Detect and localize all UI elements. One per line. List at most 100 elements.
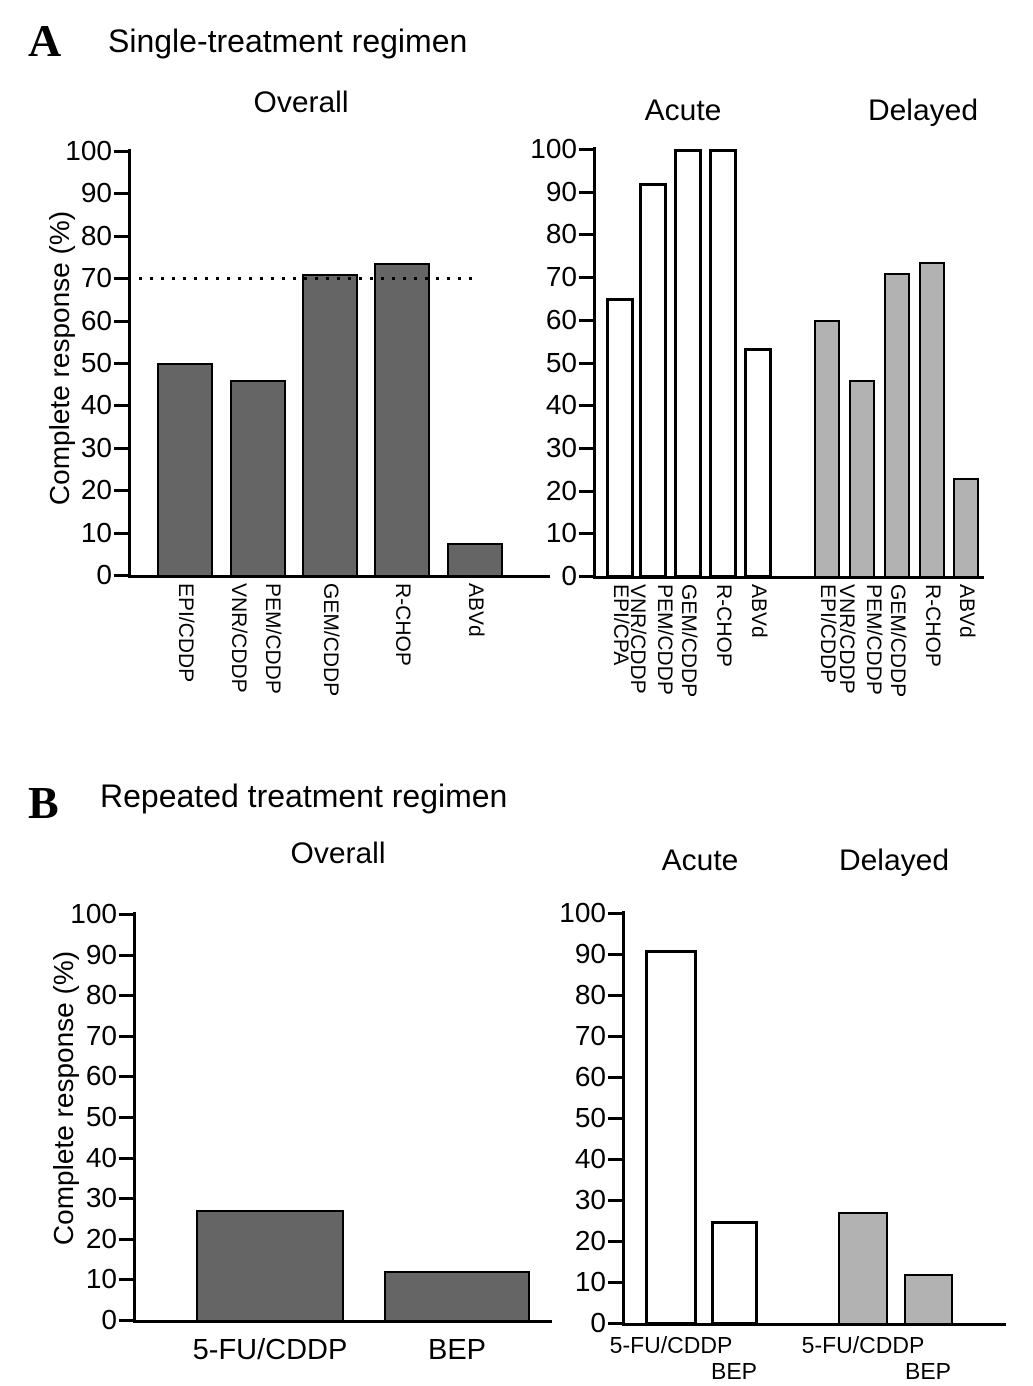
bar-category-label: 5-FU/CDDP	[609, 1332, 733, 1358]
y-axis-tick	[119, 954, 133, 957]
panel-a-title: Single-treatment regimen	[108, 23, 468, 59]
bar-category-label: ABVd	[955, 584, 978, 638]
panel-b-title: Repeated treatment regimen	[100, 778, 508, 814]
x-axis-line	[593, 576, 984, 579]
bar-category-label: VNR/CDDP	[626, 584, 649, 694]
bar-category-label: ABVd	[747, 584, 770, 638]
y-axis-tick	[119, 1116, 133, 1119]
y-tick-label: 10	[545, 517, 577, 548]
y-tick-label: 0	[561, 560, 577, 591]
y-tick-label: 0	[96, 559, 112, 590]
y-axis-tick	[608, 1281, 622, 1284]
y-tick-label: 100	[65, 135, 112, 166]
y-axis-tick	[579, 532, 593, 535]
chart-header-b-acute: Acute	[661, 844, 739, 877]
y-axis-tick	[608, 912, 622, 915]
bar-a-overall-2	[302, 274, 358, 577]
bar-category-label: VNR/CDDP	[835, 584, 858, 694]
y-tick-label: 80	[85, 979, 117, 1010]
x-axis-line	[128, 575, 550, 578]
bar-a-delayed-4	[953, 478, 979, 578]
y-axis-tick	[608, 1035, 622, 1038]
bar-b-overall-0	[196, 1210, 344, 1322]
y-tick-label: 50	[545, 347, 577, 378]
bar-b-acute-1	[711, 1221, 758, 1325]
y-axis-tick	[608, 1117, 622, 1120]
y-tick-label: 40	[80, 389, 112, 420]
y-tick-label: 10	[80, 517, 112, 548]
y-axis-tick	[608, 994, 622, 997]
y-tick-label: 100	[70, 898, 117, 929]
y-tick-label: 60	[574, 1061, 606, 1092]
y-tick-label: 60	[80, 305, 112, 336]
y-axis-tick	[119, 994, 133, 997]
y-axis-line	[593, 147, 596, 579]
y-tick-label: 20	[85, 1223, 117, 1254]
y-tick-label: 0	[101, 1304, 117, 1335]
y-tick-label: 90	[80, 177, 112, 208]
y-axis-tick	[608, 953, 622, 956]
bar-a-delayed-2	[884, 273, 910, 578]
y-tick-label: 100	[530, 133, 577, 164]
bar-a-overall-4	[447, 543, 503, 577]
bar-a-delayed-0	[814, 320, 840, 578]
y-axis-tick	[114, 447, 128, 450]
panel-b-letter: B	[28, 777, 59, 828]
y-axis-tick	[608, 1199, 622, 1202]
bar-category-label: PEM/CDDP	[261, 583, 284, 694]
y-axis-tick	[579, 575, 593, 578]
y-tick-label: 70	[574, 1020, 606, 1051]
bar-a-acute-4	[744, 348, 772, 578]
y-tick-label: 100	[559, 897, 606, 928]
y-tick-label: 80	[545, 218, 577, 249]
chart-header-a-overall: Overall	[253, 86, 349, 119]
y-tick-label: 80	[574, 979, 606, 1010]
y-tick-label: 90	[545, 176, 577, 207]
bar-category-label: EPI/CDDP	[174, 583, 197, 683]
bar-category-label: BEP	[710, 1358, 758, 1384]
bar-a-overall-1	[230, 380, 286, 577]
y-axis-tick	[579, 233, 593, 236]
bar-a-acute-0	[606, 298, 634, 578]
bar-a-delayed-3	[919, 262, 945, 578]
y-tick-label: 60	[85, 1060, 117, 1091]
y-axis-tick	[114, 574, 128, 577]
x-axis-line	[133, 1320, 552, 1323]
y-axis-tick	[608, 1240, 622, 1243]
y-axis-tick	[114, 192, 128, 195]
y-tick-label: 20	[80, 474, 112, 505]
bar-a-acute-1	[639, 183, 667, 578]
reference-dotted-line	[128, 277, 477, 280]
bar-b-delayed-0	[838, 1212, 888, 1325]
y-tick-label: 30	[80, 432, 112, 463]
y-axis-tick	[114, 277, 128, 280]
y-axis-tick	[114, 235, 128, 238]
bar-category-label: R-CHOP	[921, 584, 944, 667]
y-axis-tick	[579, 191, 593, 194]
y-axis-tick	[114, 489, 128, 492]
bar-category-label: GEM/CDDP	[319, 583, 342, 697]
y-tick-label: 10	[85, 1263, 117, 1294]
bar-category-label: R-CHOP	[712, 584, 735, 667]
y-axis-tick	[119, 1197, 133, 1200]
y-tick-label: 90	[574, 938, 606, 969]
y-tick-label: 30	[545, 432, 577, 463]
y-axis-tick	[119, 1075, 133, 1078]
panel-a-letter: A	[28, 15, 62, 66]
bar-a-delayed-1	[849, 380, 875, 578]
bar-category-label: BEP	[904, 1358, 952, 1384]
y-axis-tick	[579, 148, 593, 151]
y-axis-line	[133, 912, 136, 1323]
bar-category-label: PEM/CDDP	[653, 584, 676, 695]
y-axis-tick	[119, 1319, 133, 1322]
y-tick-label: 20	[545, 475, 577, 506]
y-axis-tick	[119, 1157, 133, 1160]
y-tick-label: 90	[85, 939, 117, 970]
bar-a-acute-2	[674, 149, 702, 578]
y-tick-label: 80	[80, 220, 112, 251]
y-axis-tick	[114, 320, 128, 323]
y-axis-tick	[579, 447, 593, 450]
y-tick-label: 40	[545, 389, 577, 420]
y-axis-tick	[119, 1238, 133, 1241]
y-tick-label: 50	[574, 1102, 606, 1133]
